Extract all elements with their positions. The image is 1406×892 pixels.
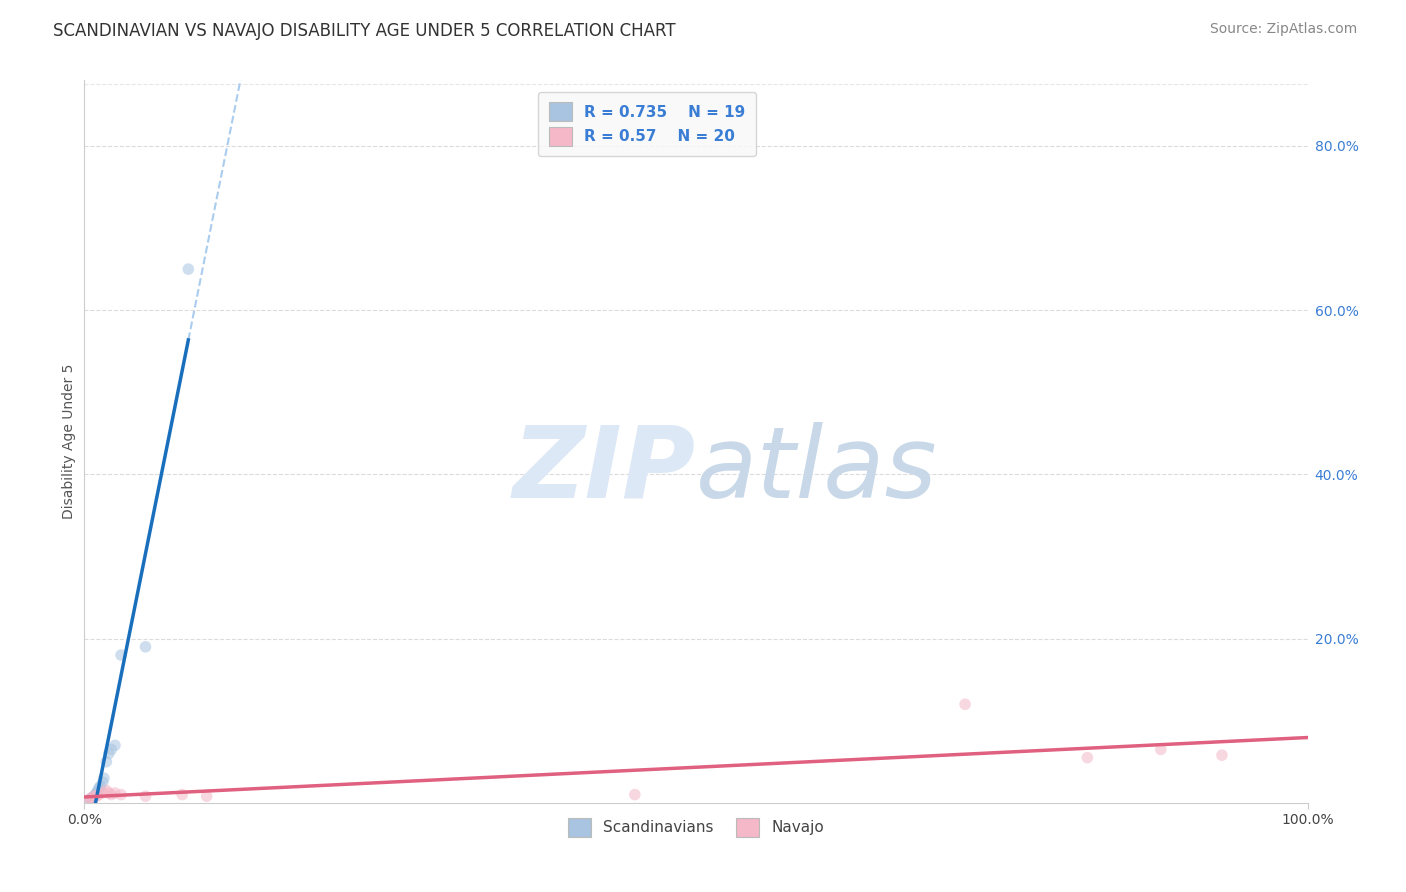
Point [87,788,110,802]
Point [100,788,122,802]
Point [1211,748,1233,763]
Point [82,790,104,805]
Point [172,788,194,802]
Point [86,789,108,804]
Point [80,790,103,805]
Point [77,793,100,807]
Text: Source: ZipAtlas.com: Source: ZipAtlas.com [1209,22,1357,37]
Text: ZIP: ZIP [513,422,696,519]
Point [83,789,105,804]
Point [1076,750,1098,764]
Point [96,755,118,769]
Point [89,780,111,794]
Point [91,786,114,800]
Point [953,698,976,712]
Point [104,739,127,753]
Point [79,791,101,805]
Point [110,648,132,662]
Point [110,788,132,802]
Point [1150,742,1173,756]
Point [93,771,115,785]
Point [135,640,157,654]
Point [104,786,127,800]
Text: SCANDINAVIAN VS NAVAJO DISABILITY AGE UNDER 5 CORRELATION CHART: SCANDINAVIAN VS NAVAJO DISABILITY AGE UN… [53,22,676,40]
Point [87,780,110,795]
Point [84,788,107,802]
Point [100,742,122,756]
Point [91,775,114,789]
Point [624,788,647,802]
Point [79,791,101,805]
Point [77,793,100,807]
Point [86,786,108,800]
Text: atlas: atlas [696,422,938,519]
Point [87,783,110,797]
Legend: Scandinavians, Navajo: Scandinavians, Navajo [558,809,834,846]
Point [82,790,104,805]
Point [135,789,157,804]
Point [195,789,218,804]
Point [177,262,200,277]
Point [97,747,120,761]
Point [96,783,118,797]
Y-axis label: Disability Age Under 5: Disability Age Under 5 [62,364,76,519]
Point [97,786,120,800]
Point [83,789,105,804]
